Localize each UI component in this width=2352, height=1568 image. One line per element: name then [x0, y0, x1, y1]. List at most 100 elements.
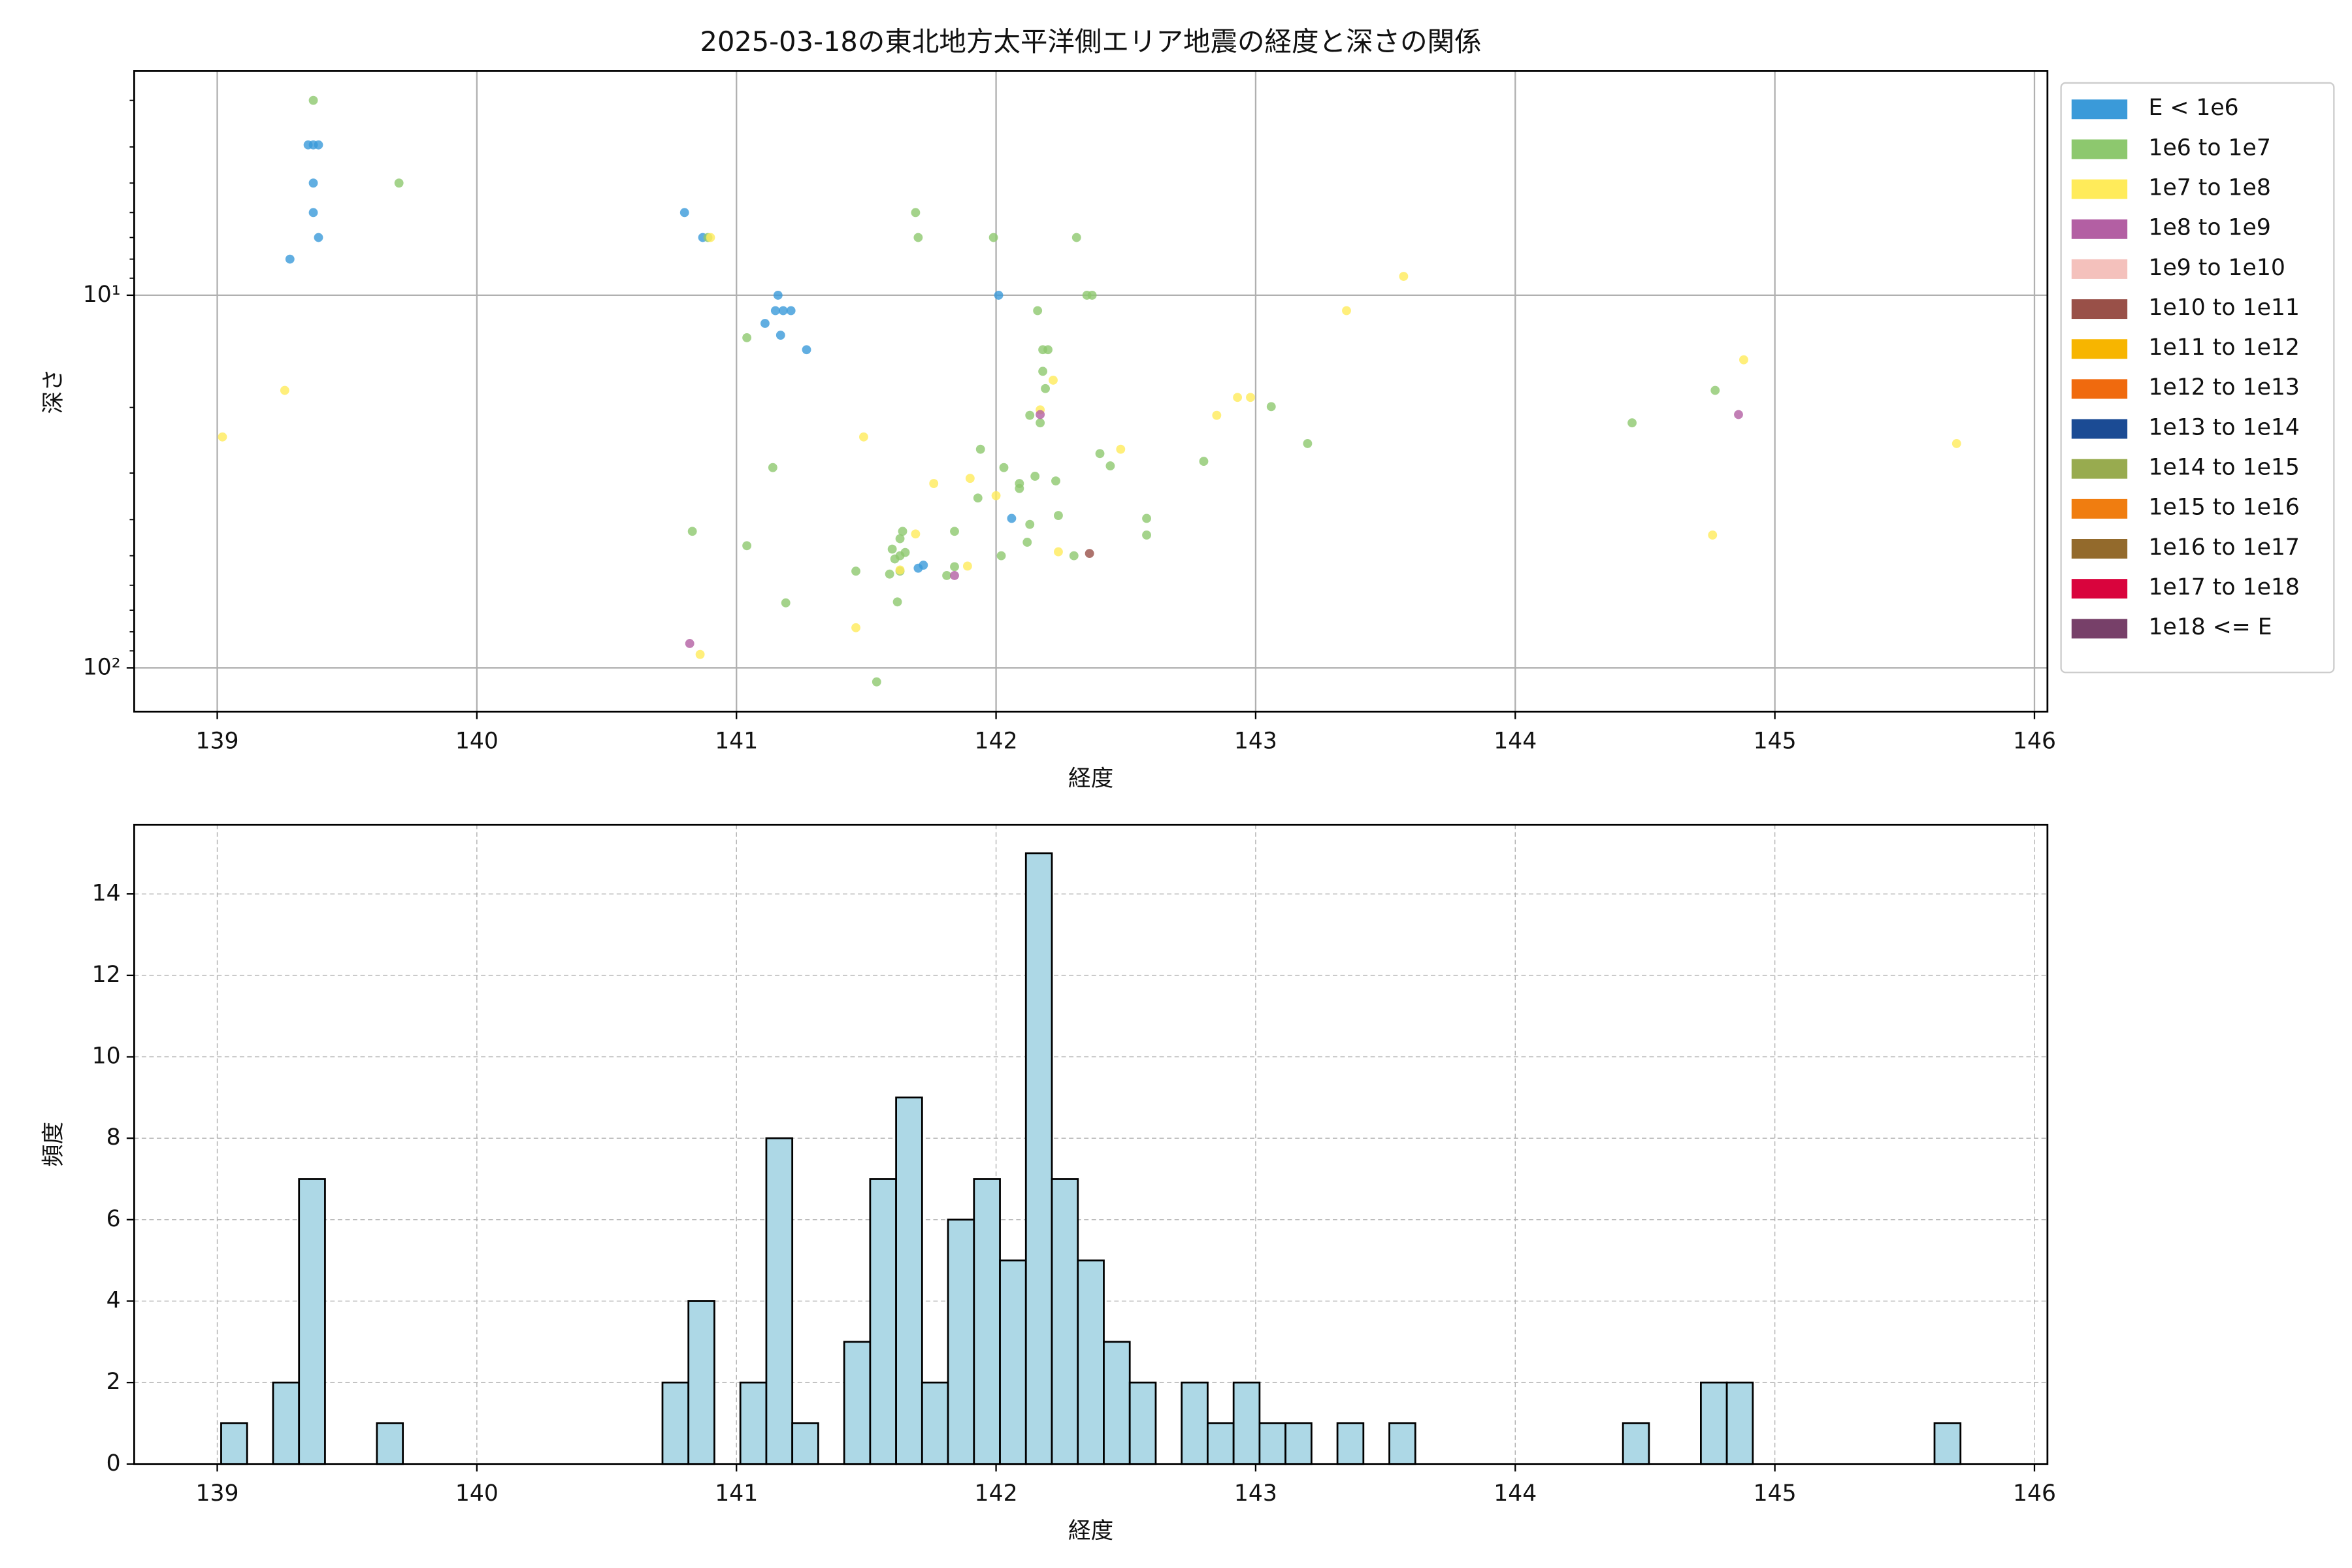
scatter-point — [1142, 531, 1151, 540]
histogram-bar — [1051, 1178, 1079, 1465]
scatter-point — [1627, 418, 1637, 428]
scatter-point — [1734, 410, 1743, 419]
legend-label: 1e15 to 1e16 — [2148, 495, 2299, 521]
histogram-bar — [1336, 1422, 1365, 1465]
scatter-point — [1739, 355, 1748, 365]
scatter-point — [950, 570, 959, 580]
x-tick-label: 139 — [196, 1480, 239, 1507]
scatter-point — [280, 385, 289, 395]
scatter-point — [1085, 549, 1094, 559]
x-tick-label: 141 — [715, 728, 758, 754]
x-tick-label: 142 — [975, 728, 1018, 754]
histogram-bar — [1103, 1341, 1131, 1465]
histogram-bar — [973, 1178, 1001, 1465]
y-tick-label: 12 — [92, 962, 121, 988]
x-tick-label: 144 — [1494, 1480, 1537, 1507]
scatter-point — [1233, 393, 1243, 402]
scatter-point — [1051, 476, 1060, 486]
scatter-point — [742, 541, 752, 551]
scatter-point — [1054, 511, 1063, 520]
scatter-point — [913, 233, 923, 242]
scatter-point — [913, 563, 923, 573]
x-tick-label: 141 — [715, 1480, 758, 1507]
histogram-bar — [687, 1300, 715, 1465]
x-tick-label: 145 — [1754, 728, 1797, 754]
scatter-point — [1025, 519, 1035, 529]
y-tick-label: 8 — [106, 1124, 121, 1151]
scatter-point — [1038, 367, 1048, 376]
legend-label: 1e7 to 1e8 — [2148, 174, 2270, 201]
histogram-bar — [765, 1137, 794, 1465]
histogram-bar — [1207, 1422, 1235, 1465]
histogram-bar — [1232, 1381, 1261, 1465]
scatter-point — [706, 233, 715, 242]
histogram-bar — [869, 1178, 897, 1465]
scatter-point — [802, 345, 811, 355]
scatter-point — [895, 565, 905, 575]
scatter-point — [742, 333, 752, 342]
legend-swatch — [2071, 99, 2128, 120]
histogram-bar — [272, 1381, 301, 1465]
scatter-point — [760, 319, 770, 328]
legend-label: 1e13 to 1e14 — [2148, 414, 2299, 440]
scatter-point — [1054, 547, 1063, 557]
legend-swatch — [2071, 219, 2128, 239]
scatter-point — [1303, 438, 1313, 448]
scatter-point — [991, 491, 1001, 500]
scatter-point — [929, 479, 939, 488]
scatter-point — [851, 623, 860, 632]
histogram-bar — [1284, 1422, 1313, 1465]
scatter-point — [768, 463, 777, 472]
scatter-point — [394, 178, 404, 188]
x-tick-label: 145 — [1754, 1480, 1797, 1507]
legend-label: 1e6 to 1e7 — [2148, 135, 2270, 161]
scatter-point — [685, 639, 694, 648]
scatter-point — [911, 529, 921, 539]
scatter-point — [1036, 418, 1045, 428]
legend-swatch — [2071, 419, 2128, 439]
y-tick-label: 0 — [106, 1450, 121, 1477]
y-tick-label: 10² — [83, 654, 121, 680]
histogram-bar — [298, 1178, 326, 1465]
legend-swatch — [2071, 579, 2128, 599]
histogram-bar — [999, 1259, 1027, 1465]
scatter-point — [1095, 449, 1105, 459]
scatter-point — [770, 306, 780, 316]
scatter-point — [1022, 538, 1032, 547]
histogram-bar — [1700, 1381, 1728, 1465]
scatter-point — [1710, 385, 1720, 395]
scatter-point — [218, 432, 227, 442]
scatter-point — [1043, 345, 1053, 355]
scatter-point — [1030, 472, 1040, 481]
histogram-bar — [220, 1422, 248, 1465]
y-tick-label: 4 — [106, 1287, 121, 1313]
scatter-point — [1049, 375, 1058, 385]
scatter-point — [308, 95, 318, 105]
legend-swatch — [2071, 619, 2128, 639]
legend-swatch — [2071, 139, 2128, 159]
histogram-bar — [895, 1096, 923, 1465]
scatter-point — [942, 570, 952, 580]
scatter-point — [1041, 384, 1051, 393]
legend-box — [2060, 82, 2335, 674]
histogram-bar — [1622, 1422, 1650, 1465]
y-tick-label: 14 — [92, 880, 121, 906]
scatter-point — [786, 306, 796, 316]
y-axis-label: 頻度 — [41, 1122, 67, 1167]
legend-label: 1e17 to 1e18 — [2148, 574, 2299, 600]
scatter-point — [1105, 461, 1115, 471]
histogram-bar — [661, 1381, 690, 1465]
scatter-point — [778, 306, 788, 316]
scatter-point — [988, 233, 998, 242]
histogram-bar — [791, 1422, 819, 1465]
scatter-point — [1952, 438, 1961, 448]
scatter-point — [975, 444, 985, 454]
scatter-point — [1342, 306, 1351, 316]
legend-swatch — [2071, 179, 2128, 199]
scatter-point — [973, 493, 983, 503]
legend-label: 1e16 to 1e17 — [2148, 534, 2299, 561]
points — [218, 95, 1961, 687]
scatter-point — [695, 649, 705, 659]
scatter-point — [1246, 393, 1255, 402]
